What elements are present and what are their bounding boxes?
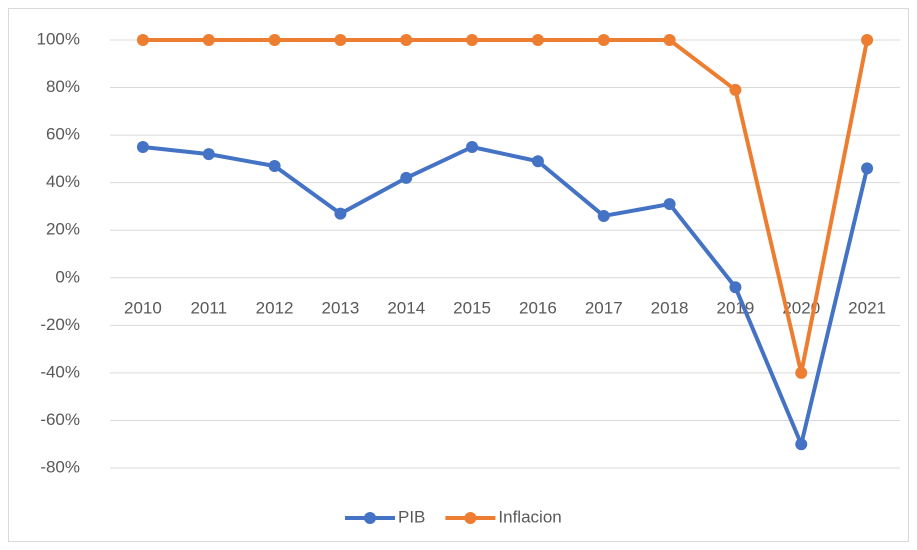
x-tick-label: 2014 (387, 298, 425, 317)
series-marker (861, 34, 874, 46)
series-marker (663, 198, 676, 211)
series-marker (795, 366, 808, 379)
x-tick-label: 2021 (848, 298, 886, 317)
series-marker (334, 207, 347, 220)
y-tick-label: 60% (46, 125, 80, 144)
series-marker (597, 209, 610, 222)
y-tick-label: -20% (40, 315, 80, 334)
series-marker (400, 171, 413, 184)
y-tick-label: 20% (46, 220, 80, 239)
y-tick-label: 40% (46, 172, 80, 191)
x-tick-label: 2012 (256, 298, 294, 317)
y-tick-label: 80% (46, 77, 80, 96)
series-marker (861, 162, 874, 175)
y-tick-label: -80% (40, 457, 80, 476)
y-tick-label: -40% (40, 362, 80, 381)
series-marker (400, 34, 413, 46)
series-marker (466, 34, 479, 46)
chart-border (8, 8, 909, 542)
legend-marker (464, 512, 477, 524)
series-marker (136, 141, 149, 153)
series-marker (663, 34, 676, 46)
x-tick-label: 2015 (453, 298, 491, 317)
y-tick-label: 100% (37, 29, 80, 48)
x-tick-label: 2011 (190, 298, 227, 317)
series-marker (202, 148, 215, 161)
legend-marker (364, 512, 376, 524)
series-line (142, 145, 870, 447)
x-tick-label: 2018 (651, 298, 689, 317)
x-tick-label: 2017 (585, 298, 623, 317)
series-marker (531, 34, 544, 46)
legend-label: PIB (398, 507, 425, 526)
x-tick-label: 2016 (519, 298, 557, 317)
legend-label: Inflacion (498, 507, 561, 526)
series-marker (334, 34, 347, 46)
series-marker (795, 438, 808, 451)
x-tick-label: 2020 (782, 298, 820, 317)
series-marker (268, 160, 281, 173)
series-marker (268, 34, 281, 46)
x-tick-label: 2013 (322, 298, 360, 317)
series-line (142, 38, 870, 375)
series-marker (729, 281, 742, 294)
series-marker (136, 34, 149, 46)
series-marker (466, 141, 479, 153)
y-tick-label: -60% (40, 410, 80, 429)
series-marker (597, 34, 610, 46)
series-marker (202, 34, 215, 46)
y-tick-label: 0% (55, 267, 80, 286)
series-marker (531, 155, 544, 168)
x-tick-label: 2010 (124, 298, 162, 317)
series-marker (729, 83, 742, 96)
